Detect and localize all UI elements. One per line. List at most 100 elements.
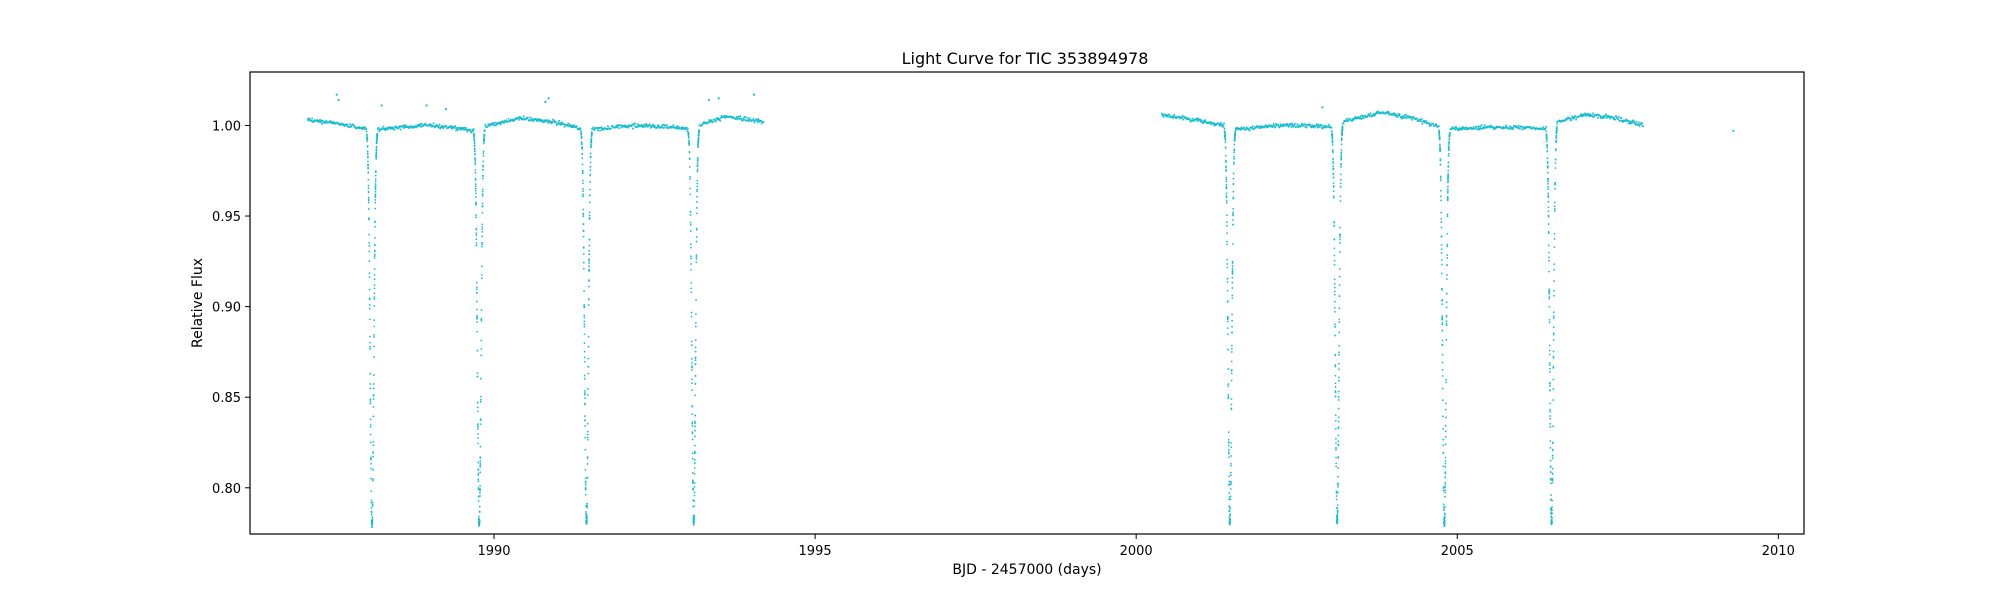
eclipse-point	[1228, 480, 1230, 483]
flux-point	[752, 117, 755, 120]
eclipse-point	[1332, 168, 1335, 171]
eclipse-point	[1440, 199, 1443, 202]
flux-point	[1313, 126, 1316, 129]
eclipse-point	[1547, 232, 1550, 235]
eclipse-point	[1234, 130, 1237, 133]
eclipse-point	[1335, 456, 1337, 459]
eclipse-point	[696, 195, 698, 198]
eclipse-point	[371, 518, 374, 520]
eclipse-point	[587, 372, 590, 375]
flux-point	[746, 117, 749, 120]
eclipse-point	[687, 137, 690, 139]
eclipse-point	[373, 253, 376, 256]
eclipse-point	[1547, 223, 1550, 225]
eclipse-point	[583, 377, 586, 380]
flux-point	[657, 124, 659, 127]
eclipse-point	[694, 420, 697, 423]
eclipse-point	[1546, 165, 1549, 167]
eclipse-point	[479, 488, 481, 491]
eclipse-point	[1334, 391, 1337, 394]
eclipse-point	[368, 272, 371, 275]
eclipse-point	[480, 277, 483, 280]
eclipse-point	[1232, 223, 1234, 226]
eclipse-point	[1225, 192, 1228, 195]
flux-point	[1377, 110, 1380, 113]
eclipse-point	[369, 372, 372, 375]
eclipse-point	[1546, 157, 1549, 160]
eclipse-point	[1224, 132, 1226, 134]
eclipse-point	[477, 487, 480, 489]
eclipse-point	[1546, 166, 1549, 169]
eclipse-point	[367, 167, 370, 170]
x-axis: 1990 1995 2000 2005 2010	[477, 534, 1795, 559]
eclipse-point	[368, 217, 370, 220]
eclipse-point	[696, 182, 699, 185]
eclipse-point	[1442, 427, 1444, 430]
eclipse-point	[588, 194, 591, 197]
eclipse-point	[1337, 390, 1340, 393]
eclipse-point	[1554, 183, 1557, 186]
eclipse-point	[373, 345, 375, 348]
eclipse-point	[369, 400, 372, 403]
eclipse-point	[1335, 448, 1337, 451]
eclipse-point	[373, 287, 376, 290]
eclipse-point	[1340, 149, 1343, 151]
flux-point	[1309, 123, 1312, 126]
flux-point	[1274, 126, 1277, 129]
flux-point	[1617, 115, 1620, 118]
eclipse-point	[1438, 137, 1441, 140]
eclipse-point	[482, 155, 485, 157]
eclipse-point	[1333, 247, 1336, 250]
flux-point	[436, 124, 439, 127]
eclipse-point	[1549, 382, 1551, 385]
flux-point	[457, 128, 460, 131]
eclipse-point	[581, 152, 584, 155]
eclipse-point	[1440, 211, 1443, 214]
flux-point	[330, 120, 332, 123]
eclipse-point	[582, 208, 585, 211]
flux-point	[1387, 111, 1390, 114]
flux-point	[616, 126, 619, 129]
eclipse-point	[691, 432, 694, 435]
flux-point	[1181, 117, 1183, 119]
eclipse-point	[694, 429, 696, 432]
eclipse-point	[584, 484, 587, 486]
eclipse-point	[1552, 355, 1555, 358]
eclipse-point	[1339, 233, 1341, 236]
eclipse-point	[692, 482, 694, 484]
eclipse-point	[482, 152, 485, 155]
eclipse-point	[1548, 292, 1551, 295]
eclipse-point	[474, 161, 477, 164]
flux-point	[610, 127, 612, 130]
eclipse-point	[1448, 143, 1450, 146]
eclipse-point	[697, 140, 700, 143]
eclipse-point	[1446, 190, 1449, 193]
eclipse-point	[1555, 135, 1558, 138]
flux-point	[1374, 113, 1377, 116]
flux-point	[1617, 118, 1620, 121]
eclipse-point	[697, 137, 700, 140]
eclipse-point	[479, 418, 482, 420]
eclipse-point	[1340, 165, 1342, 168]
flux-point	[1642, 125, 1645, 128]
eclipse-point	[1335, 498, 1338, 501]
eclipse-point	[692, 487, 694, 490]
eclipse-point	[1551, 454, 1554, 457]
eclipse-point	[690, 291, 693, 294]
eclipse-point	[475, 281, 478, 284]
eclipse-point	[1232, 163, 1235, 165]
eclipse-point	[1339, 195, 1342, 198]
eclipse-point	[582, 253, 585, 255]
eclipse-point	[1553, 232, 1556, 235]
flux-point	[405, 124, 407, 127]
eclipse-point	[474, 187, 477, 190]
eclipse-point	[1555, 127, 1558, 130]
eclipse-point	[476, 349, 479, 352]
eclipse-point	[1337, 485, 1339, 488]
eclipse-point	[692, 518, 695, 521]
flux-point	[1630, 120, 1632, 123]
eclipse-point	[1444, 460, 1447, 463]
eclipse-point	[1547, 182, 1549, 185]
eclipse-point	[691, 366, 693, 369]
